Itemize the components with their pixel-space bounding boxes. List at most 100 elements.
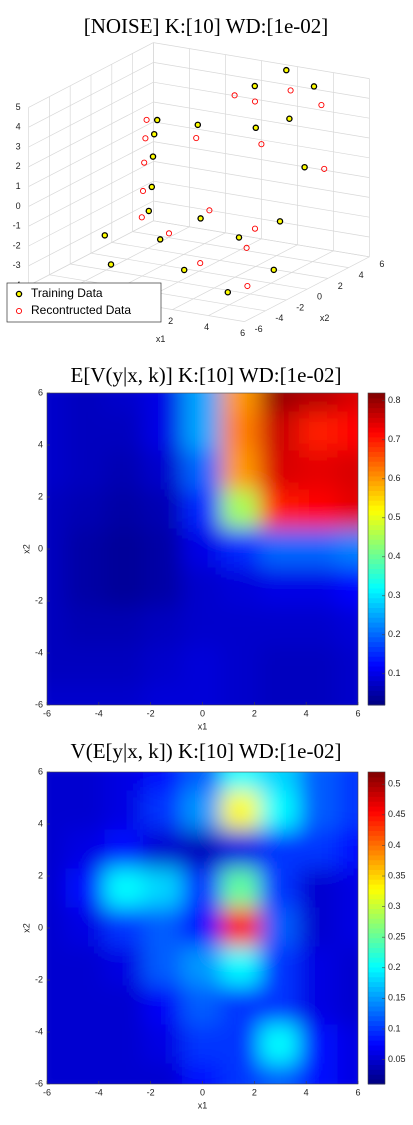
data-point [244,282,251,290]
colorbar-swatch [368,1040,385,1046]
colorbar-swatch [368,806,385,812]
x-axis-label: x1 [198,1100,208,1110]
x-tick-label: 0 [200,1087,205,1097]
heatmap-cell [337,684,358,705]
y-tick-label: 2 [38,870,43,880]
heatmap-cell [65,606,107,648]
x-tick-label: -2 [147,1087,155,1097]
colorbar-swatch [368,971,385,978]
colorbar-swatch [368,510,385,516]
colorbar-tick-label: 0.1 [388,1023,401,1033]
grid-line [90,252,308,290]
colorbar-swatch [368,680,385,686]
heatmap-cell [65,946,107,988]
colorbar-swatch [368,957,385,963]
data-point [206,207,213,214]
y-tick-label: -2 [35,974,43,984]
data-point [145,207,153,215]
data-point [197,260,204,267]
heatmap-cell [259,772,301,793]
colorbar-swatch [368,1025,385,1031]
heatmap-cell [47,567,68,609]
heatmap-cell [298,411,340,453]
heatmap-cell [182,946,223,988]
colorbar-swatch [368,573,385,579]
heatmap-cell [182,489,223,531]
colorbar-swatch [368,986,385,992]
data-point [224,289,232,296]
colorbar-swatch [368,656,385,662]
grid-line [28,200,154,267]
y-axis-label: x2 [21,544,31,554]
heatmap-cell [220,1024,262,1066]
colorbar-swatch [368,597,385,604]
z-tick-label: -1 [13,221,21,231]
y-tick-label: -2 [296,302,304,312]
heatmap-cell [298,1063,340,1084]
colorbar-swatch [368,1006,385,1012]
y-tick-label: 4 [38,439,43,449]
colorbar-swatch [368,553,385,560]
heatmap-cell [104,868,146,910]
data-point [321,165,328,172]
data-point [194,121,202,129]
heatmap-cell [220,528,262,570]
heatmap-cell [143,790,185,832]
colorbar-swatch [368,918,385,924]
heatmap-cell [259,606,301,648]
colorbar-frame [367,392,386,706]
grid-line [132,231,349,268]
colorbar-frame [367,771,386,1085]
z-tick-label: -2 [13,240,21,250]
x-tick-label: -6 [43,1087,51,1097]
colorbar-swatch [368,825,385,831]
heatmap-cell [143,393,185,414]
heatmap-cell [143,450,185,492]
x-tick-label: 2 [252,1087,257,1097]
y-tick-label: 4 [359,270,364,280]
heatmap-cell [182,645,223,687]
colorbar-swatch [368,558,385,565]
heatmap-cell [220,907,262,949]
heatmap-cell [337,450,358,492]
y-tick-label: -6 [35,1078,43,1088]
heatmap-cell [65,907,107,949]
x-tick-label: 0 [200,708,205,718]
grid-line [153,42,370,79]
colorbar-swatch [368,544,385,550]
heatmap-cell [143,645,185,687]
heatmap-cell [298,489,340,531]
z-tick-label: 2 [16,161,21,171]
colorbar-swatch [368,850,385,856]
heatmap-cell [259,946,301,988]
heatmap-cell [143,907,185,949]
colorbar-swatch [368,923,385,929]
colorbar-swatch [368,636,385,643]
heatmap-clip [47,393,358,705]
legend-label: Training Data [31,286,103,300]
heatmap-cell [259,489,301,531]
colorbar-swatch [368,967,385,973]
heatmap-cell [182,450,223,492]
heatmap-cell [65,985,107,1027]
heatmap-cell [259,684,301,705]
colorbar-tick-label: 0.3 [388,590,401,600]
heatmap-cell [337,411,358,453]
z-tick-label: 4 [16,122,21,132]
colorbar-swatch [368,436,385,443]
colorbar-swatch [368,466,385,472]
x-tick-label: 4 [204,322,209,332]
colorbar-swatch [368,622,385,628]
colorbar-swatch [368,996,385,1002]
colorbar-swatch [368,612,385,618]
heatmap-cell [47,790,68,832]
heatmap-cell [220,645,262,687]
y-axis-label: x2 [21,923,31,933]
colorbar-swatch [368,563,385,569]
colorbar-swatch [368,913,385,919]
colorbar-swatch [368,815,385,822]
colorbar-swatch [368,519,385,526]
heatmap-cell [47,985,68,1027]
heatmap-cell [337,868,358,910]
